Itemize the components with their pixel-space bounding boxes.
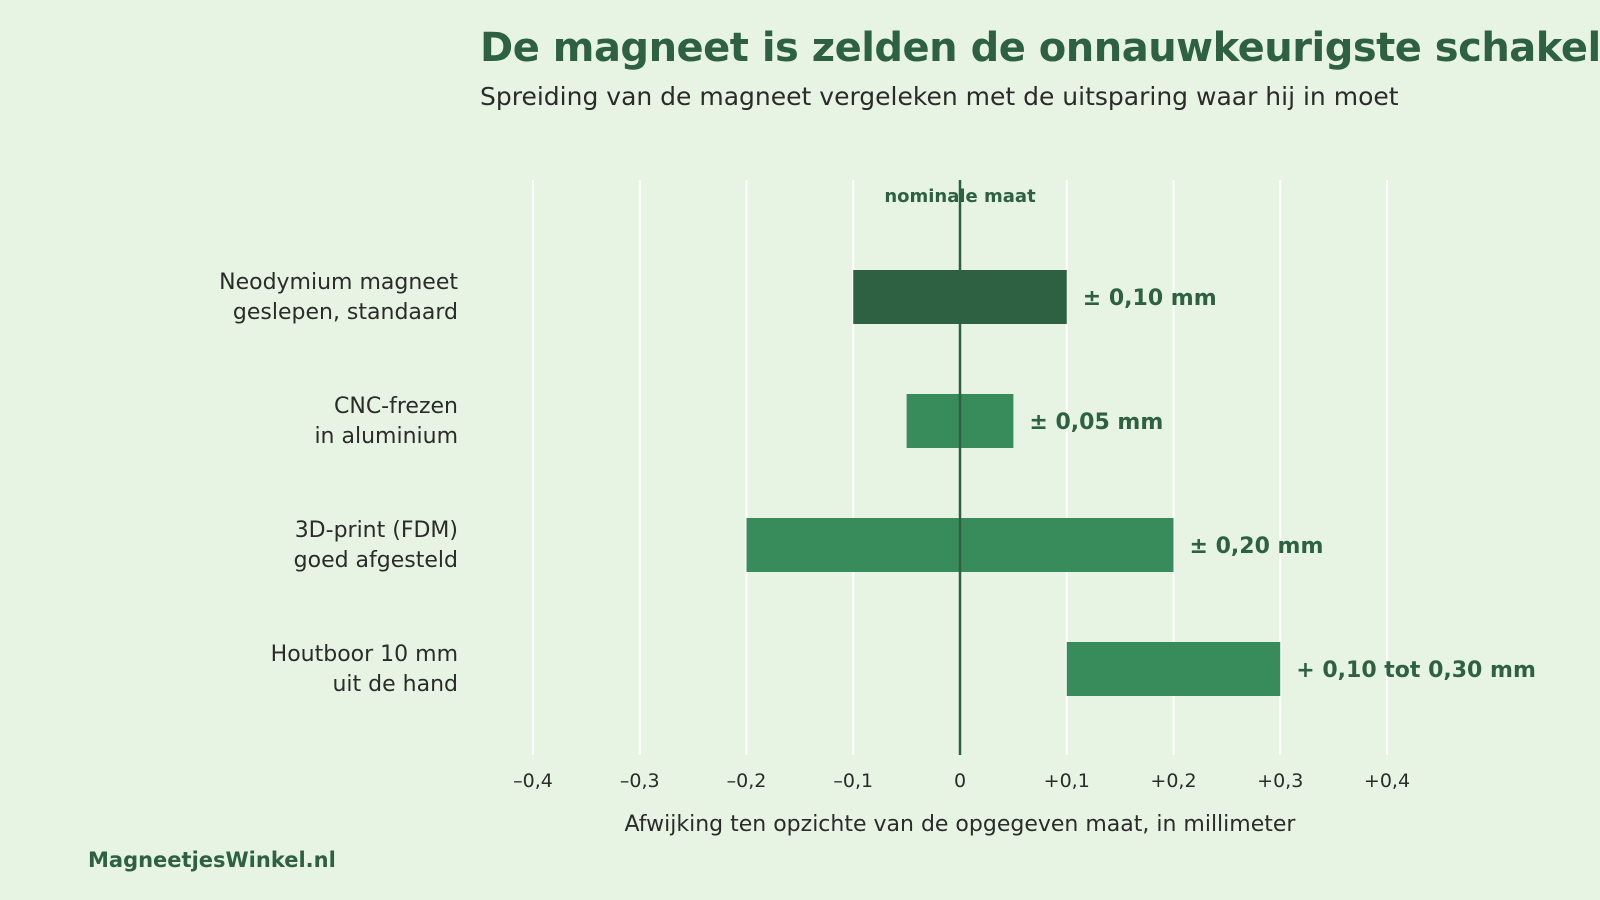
range-bar [1066,642,1281,696]
category-label-line: Neodymium magneet [219,270,458,295]
x-tick-label: +0,3 [1257,770,1303,792]
category-label-line: goed afgesteld [294,548,458,573]
source-label: MagneetjesWinkel.nl [88,848,336,872]
x-tick-label: –0,1 [833,770,873,792]
category-label-line: uit de hand [332,672,458,697]
category-label-line: CNC-frezen [334,394,458,419]
data-label: ± 0,20 mm [1190,534,1324,559]
category-label: Neodymium magneet geslepen, standaard [219,270,458,325]
chart-subtitle: Spreiding van de magneet vergeleken met … [480,82,1399,111]
x-tick-label: 0 [954,770,966,792]
data-label: ± 0,05 mm [1029,410,1163,435]
category-label-line: Houtboor 10 mm [271,642,458,667]
x-tick-label: +0,1 [1044,770,1090,792]
category-label-line: 3D-print (FDM) [295,518,458,543]
x-tick-label: –0,3 [620,770,660,792]
reference-line-label: nominale maat [884,186,1036,207]
chart-title: De magneet is zelden de onnauwkeurigste … [480,25,1600,71]
category-label: CNC-frezen in aluminium [314,394,458,449]
category-label: 3D-print (FDM) goed afgesteld [294,518,458,573]
x-tick-label: –0,4 [513,770,553,792]
category-label-line: geslepen, standaard [233,300,458,325]
x-tick-label: +0,2 [1150,770,1196,792]
category-label-line: in aluminium [314,424,458,449]
category-label: Houtboor 10 mm uit de hand [271,642,458,697]
x-tick-label: +0,4 [1364,770,1410,792]
data-label: + 0,10 tot 0,30 mm [1296,658,1536,683]
x-axis-label: Afwijking ten opzichte van de opgegeven … [625,812,1297,837]
x-tick-label: –0,2 [727,770,767,792]
data-label: ± 0,10 mm [1083,286,1217,311]
